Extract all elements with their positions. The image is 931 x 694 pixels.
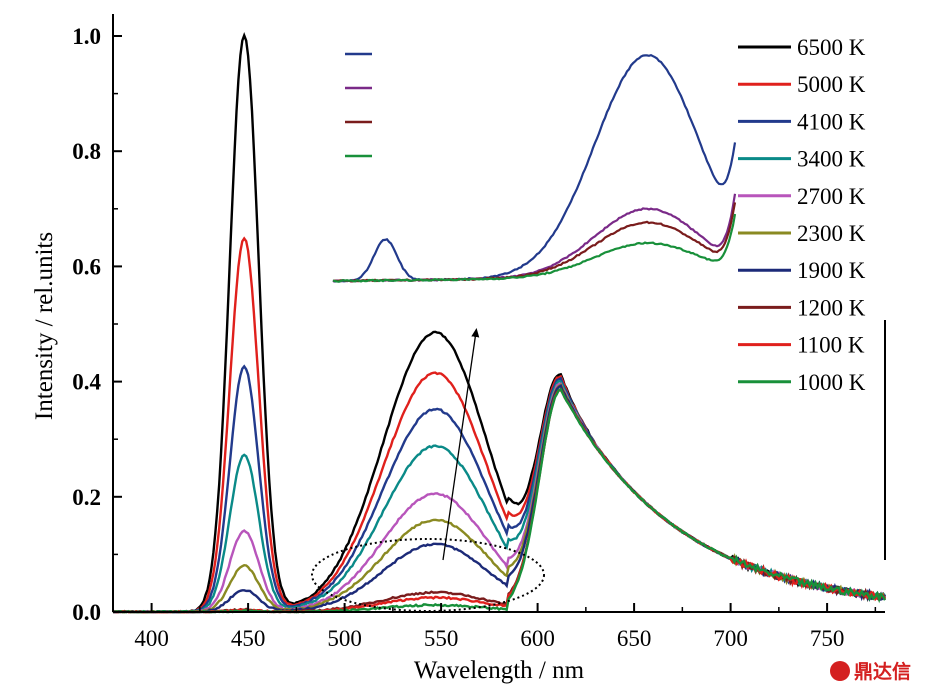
- legend-label: 3400 K: [797, 147, 866, 172]
- legend-label: 6500 K: [797, 35, 866, 60]
- series-layer: [112, 31, 887, 614]
- watermark-icon: [830, 661, 850, 681]
- x-tick-label: 600: [520, 626, 555, 651]
- x-tick-label: 650: [617, 626, 652, 651]
- legend-label: 4100 K: [797, 109, 866, 134]
- legend-label: 1000 K: [797, 370, 866, 395]
- legend: 6500 K 5000 K 4100 K 3400 K 2700 K 2300 K 1900…: [738, 35, 866, 395]
- legend-label: 1900 K: [797, 258, 866, 283]
- inset-line-1: [332, 193, 737, 283]
- legend-label: 5000 K: [797, 72, 866, 97]
- x-tick-label: 400: [134, 626, 169, 651]
- y-tick-label: 0.4: [72, 370, 101, 395]
- x-tick-label: 750: [810, 626, 845, 651]
- legend-label: 1200 K: [797, 295, 866, 320]
- inset-line-0: [332, 54, 737, 283]
- x-tick-label: 550: [424, 626, 459, 651]
- legend-label: 2300 K: [797, 221, 866, 246]
- y-tick-label: 0.2: [72, 485, 101, 510]
- y-tick-label: 1.0: [72, 24, 101, 49]
- x-tick-label: 450: [231, 626, 266, 651]
- x-tick-label: 700: [713, 626, 748, 651]
- x-axis-title: Wavelength / nm: [414, 657, 585, 684]
- y-tick-label: 0.0: [72, 600, 101, 625]
- x-tick-label: 500: [327, 626, 362, 651]
- axes: 0.0 0.2 0.4 0.6 0.8 1.0 400 450 500 550 600 650 700 7…: [31, 14, 886, 684]
- y-tick-label: 0.8: [72, 139, 101, 164]
- trend-arrow: [442, 328, 480, 561]
- y-tick-label: 0.6: [72, 254, 101, 279]
- y-axis-title: Intensity / rel.units: [31, 232, 58, 420]
- annotations: [311, 328, 545, 612]
- inset-line-2: [332, 202, 737, 283]
- legend-label: 2700 K: [797, 184, 866, 209]
- highlight-ellipse: [311, 538, 545, 612]
- watermark-logo: 鼎达信: [830, 660, 911, 683]
- inset-line-3: [332, 213, 737, 283]
- watermark-text: 鼎达信: [854, 660, 911, 683]
- legend-label: 1100 K: [797, 333, 865, 358]
- inset-plot: [332, 52, 737, 283]
